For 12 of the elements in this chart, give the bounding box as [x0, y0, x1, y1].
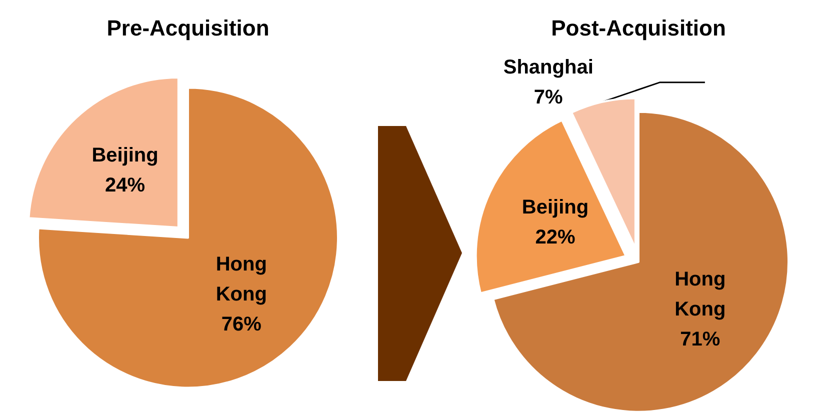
- slice-label: Hong Kong: [216, 254, 267, 306]
- slice-label: Beijing: [522, 196, 589, 219]
- data-label: 22%: [535, 226, 576, 249]
- slice-label: Shanghai: [503, 56, 594, 78]
- slice-label: Beijing: [92, 144, 158, 167]
- data-label: 71%: [680, 328, 720, 351]
- chart-title: Pre-Acquisition: [106, 16, 270, 40]
- chart-title: Post-Acquisition: [551, 16, 726, 40]
- data-label: 7%: [534, 86, 564, 108]
- data-label: 24%: [105, 174, 146, 197]
- slice-label: Hong Kong: [674, 268, 726, 321]
- data-label: 76%: [221, 314, 262, 336]
